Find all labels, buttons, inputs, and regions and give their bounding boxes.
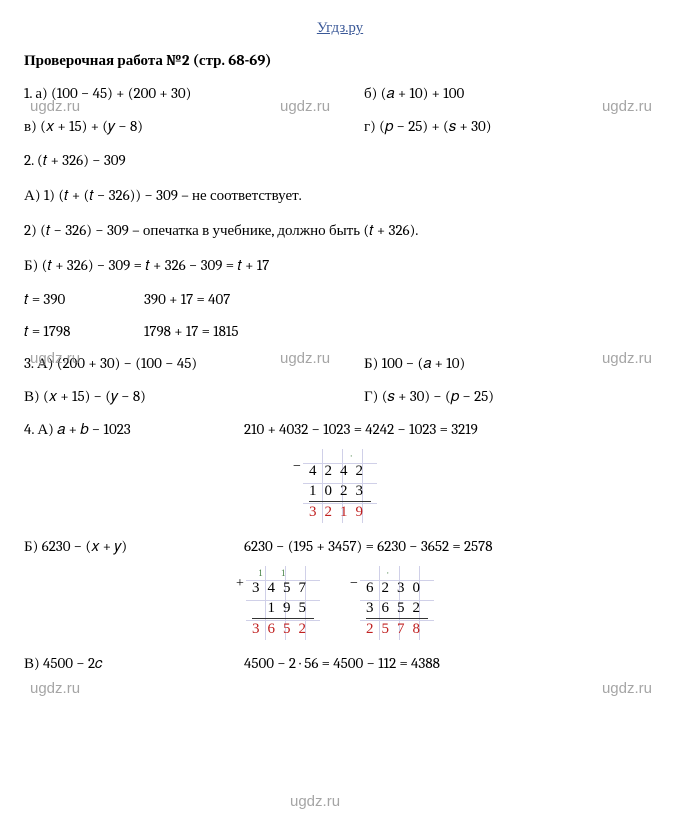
p3v: В) (𝑥 + 15) − (𝑦 − 8)	[24, 387, 364, 406]
arith3-res: 2578	[366, 618, 428, 638]
arith1-res: 3219	[309, 501, 371, 521]
arith1-r1: 4242	[309, 461, 371, 481]
minus-icon: −	[350, 576, 358, 592]
p4a-right: 210 + 4032 − 1023 = 4242 − 1023 = 3219	[244, 420, 478, 438]
p4c-left: В) 4500 − 2𝑐	[24, 654, 244, 673]
p2-t1: 𝑡 = 390 390 + 17 = 407	[24, 290, 656, 308]
p1a: 1. а) (100 − 45) + (200 + 30)	[24, 84, 364, 103]
p2-a1: А) 1) (𝑡 + (𝑡 − 326)) − 309 – не соответ…	[24, 185, 656, 206]
p1v: в) (𝑥 + 15) + (𝑦 − 8)	[24, 117, 364, 136]
arith2-res: 3652	[252, 618, 314, 638]
arith-block-2: + 1 1 3457 195 3652	[246, 566, 320, 640]
watermark: ugdz.ru	[30, 680, 80, 697]
p4b: Б) 6230 − (𝑥 + 𝑦) 6230 − (195 + 3457) = …	[24, 537, 656, 556]
p2-head: 2. (𝑡 + 326) − 309	[24, 150, 656, 171]
problem-1-row-1: 1. а) (100 − 45) + (200 + 30) б) (𝑎 + 10…	[24, 84, 656, 103]
arith2-r1: 3457	[252, 578, 314, 598]
p1g: г) (𝑝 − 25) + (𝑠 + 30)	[364, 117, 492, 136]
p4a-left: 4. А) 𝑎 + 𝑏 − 1023	[24, 420, 244, 439]
page-title: Проверочная работа №2 (стр. 68-69)	[24, 51, 656, 70]
arith-block-1: − · 4242 1023 3219	[303, 449, 377, 523]
arith1-carry: ·	[309, 451, 371, 461]
p4c-right: 4500 − 2 · 56 = 4500 − 112 = 4388	[244, 654, 440, 672]
p1b: б) (𝑎 + 10) + 100	[364, 84, 464, 103]
problem-1-row-2: в) (𝑥 + 15) + (𝑦 − 8) г) (𝑝 − 25) + (𝑠 +…	[24, 117, 656, 136]
problem-3-row-1: 3. А) (200 + 30) − (100 − 45) Б) 100 − (…	[24, 354, 656, 373]
arith1-r2: 1023	[309, 481, 371, 501]
p4a: 4. А) 𝑎 + 𝑏 − 1023 210 + 4032 − 1023 = 4…	[24, 420, 656, 439]
watermark: ugdz.ru	[290, 793, 340, 810]
p3a: 3. А) (200 + 30) − (100 − 45)	[24, 354, 364, 373]
p2-b: Б) (𝑡 + 326) − 309 = 𝑡 + 326 − 309 = 𝑡 +…	[24, 255, 656, 276]
p2-t2-val: 1798 + 17 = 1815	[144, 322, 239, 340]
p3g: Г) (𝑠 + 30) − (𝑝 − 25)	[364, 387, 494, 406]
p3b: Б) 100 − (𝑎 + 10)	[364, 354, 465, 373]
arith3-carry: ·	[366, 568, 428, 578]
problem-3-row-2: В) (𝑥 + 15) − (𝑦 − 8) Г) (𝑠 + 30) − (𝑝 −…	[24, 387, 656, 406]
arith-container-2: + 1 1 3457 195 3652 − · 6230 3652 2578	[24, 566, 656, 640]
arith3-r2: 3652	[366, 598, 428, 618]
plus-icon: +	[236, 576, 244, 592]
p4c: В) 4500 − 2𝑐 4500 − 2 · 56 = 4500 − 112 …	[24, 654, 656, 673]
header-link[interactable]: Угдз.ру	[24, 18, 656, 37]
p2-t2-label: 𝑡 = 1798	[24, 322, 144, 340]
p4b-right: 6230 − (195 + 3457) = 6230 − 3652 = 2578	[244, 537, 493, 555]
arith2-r2: 195	[252, 598, 314, 618]
arith-block-3: − · 6230 3652 2578	[360, 566, 434, 640]
watermark: ugdz.ru	[602, 680, 652, 697]
p2-t2: 𝑡 = 1798 1798 + 17 = 1815	[24, 322, 656, 340]
p2-t1-label: 𝑡 = 390	[24, 290, 144, 308]
arith2-carry: 1 1	[252, 568, 314, 578]
p2-a2: 2) (𝑡 − 326) − 309 – опечатка в учебнике…	[24, 220, 656, 241]
p4b-left: Б) 6230 − (𝑥 + 𝑦)	[24, 537, 244, 556]
minus-icon: −	[293, 459, 301, 475]
arith-container-1: − · 4242 1023 3219	[24, 449, 656, 523]
p2-t1-val: 390 + 17 = 407	[144, 290, 230, 308]
arith3-r1: 6230	[366, 578, 428, 598]
